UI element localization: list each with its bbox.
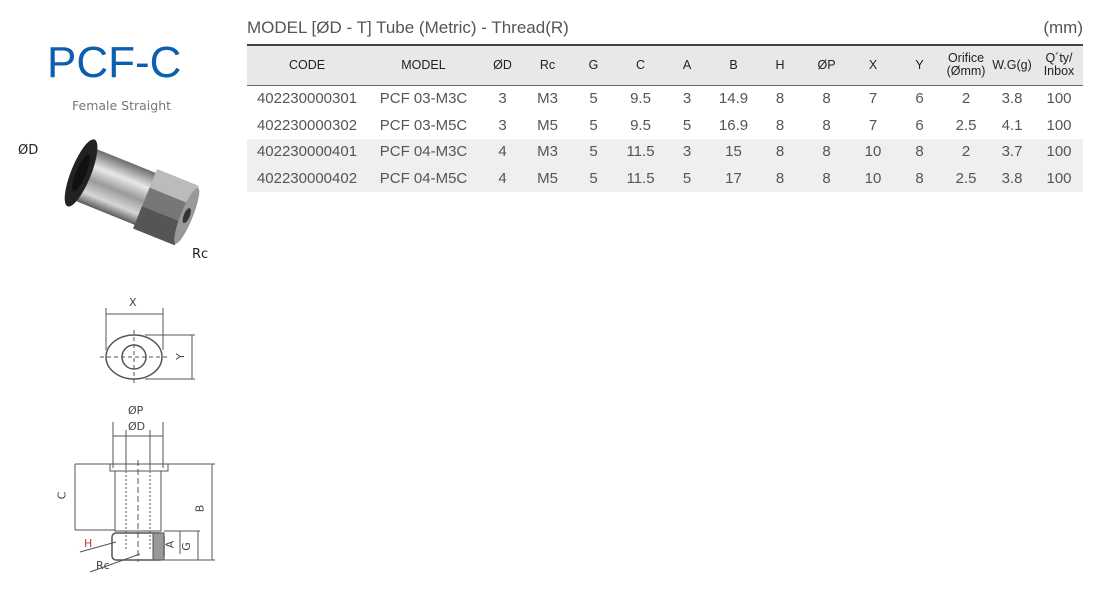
table-cell: 2.5 [955,116,977,134]
table-cell: 10 [864,143,882,161]
table-row: 402230000402 PCF 04-M5C 4 M5 5 11.5 5 17 8 8 10 8 2.… [247,165,1083,192]
table-cell: M5 [537,116,558,134]
table-cell: PCF 03-M5C [379,116,468,134]
table-cell: 5 [682,169,692,187]
rc-label: Rc [192,247,209,262]
dim-od: ØD [128,420,146,433]
table-cell: M5 [537,169,558,187]
table-cell: 6 [915,116,924,134]
table-cell: 11.5 [626,169,655,187]
dim-a: A [163,540,177,549]
table-cell: 15 [725,143,742,161]
column-header: H [775,57,785,72]
table-cell: 4 [498,143,507,161]
column-header: C [635,57,646,72]
dim-h: H [84,537,93,550]
table-cell: 6 [915,90,924,108]
dim-y: Y [173,353,187,360]
column-header: Y [915,57,924,72]
table-row: 402230000302 PCF 03-M5C 3 M5 5 9.5 5 16.9 8 8 7 6 2.… [247,112,1083,139]
table-cell: 8 [775,116,785,134]
table-cell: 7 [868,90,878,108]
table-cell: 10 [864,169,882,187]
table-cell: 8 [775,143,785,161]
dim-op: ØP [128,404,144,417]
table-cell: 5 [682,116,692,134]
table-cell: 100 [1046,90,1072,108]
column-header: ØD [493,57,512,72]
table-cell: 17 [725,169,742,187]
table-cell: 8 [775,169,785,187]
table-cell: 14.9 [718,90,749,108]
table-cell: 5 [589,169,598,187]
table-cell: 4 [498,169,507,187]
table-cell: 16.9 [718,116,749,134]
table-cell: 5 [589,143,598,161]
table-cell: 7 [868,116,878,134]
table-cell: 100 [1046,143,1072,161]
table-cell: 8 [915,169,924,187]
table-cell: M3 [537,90,558,108]
column-header: W.G(g) [992,57,1032,72]
table-cell: 2.5 [955,169,977,187]
table-cell: 8 [822,169,831,187]
table-cell: 4.1 [1001,116,1023,134]
table-cell: 402230000401 [256,143,358,161]
dim-c: C [55,491,69,500]
column-header: G [588,57,599,72]
table-cell: 8 [822,116,831,134]
table-cell: 3.7 [1001,143,1023,161]
table-cell: 8 [775,90,785,108]
product-subtitle: Female Straight [72,98,172,113]
column-header: Rc [539,57,556,72]
dim-x: X [129,296,137,309]
table-cell: 3.8 [1001,169,1023,187]
table-cell: 100 [1046,116,1072,134]
table-cell: 2 [961,143,971,161]
table-cell: 5 [589,90,598,108]
table-cell: 8 [822,143,831,161]
table-cell: M3 [537,143,558,161]
od-label: ØD [18,143,39,158]
column-header: MODEL [401,57,446,72]
table-heading: MODEL [ØD - T] Tube (Metric) - Thread(R) [247,18,569,37]
table-cell: 9.5 [630,116,651,134]
table-cell: 8 [915,143,924,161]
table-cell: 8 [822,90,831,108]
table-cell: 3 [498,116,507,134]
column-header: CODE [288,57,326,72]
table-header-row: CODE MODEL ØD Rc G C A B H ØP X Y Orifice (Ømm) W.G(g… [247,45,1083,85]
table-cell: 3 [682,90,692,108]
table-cell: 11.5 [626,143,655,161]
column-header: X [868,57,878,72]
dim-b: B [193,504,207,513]
unit-label: (mm) [1043,18,1083,37]
column-header: Q´ty/ Inbox [1043,51,1075,79]
column-header: B [729,57,738,72]
spec-table: CODE MODEL ØD Rc G C A B H ØP X Y Orifice (Ømm) W.G(g… [247,44,1083,192]
column-header: A [682,57,692,72]
table-cell: 402230000402 [256,169,358,187]
table-row: 402230000301 PCF 03-M3C 3 M3 5 9.5 3 14.9 8 8 7 6 2 3… [247,85,1083,112]
table-cell: PCF 04-M5C [379,169,468,187]
table-cell: 5 [589,116,598,134]
table-cell: 9.5 [630,90,651,108]
technical-drawing [74,308,215,573]
product-photo [64,139,200,246]
table-cell: 100 [1046,169,1072,187]
column-header: Orifice (Ømm) [946,51,986,79]
column-header: ØP [817,57,836,72]
table-cell: 3 [498,90,507,108]
table-cell: PCF 04-M3C [379,143,468,161]
table-cell: 3 [682,143,692,161]
table-row: 402230000401 PCF 04-M3C 4 M3 5 11.5 3 15 8 8 10 8 2 3… [247,138,1083,165]
table-cell: 402230000302 [256,116,358,134]
product-title: PCF-C [47,38,182,87]
table-cell: 2 [961,90,971,108]
dim-rc: Rc [96,559,110,572]
table-cell: 3.8 [1001,90,1023,108]
table-cell: 402230000301 [256,90,358,108]
dim-g: G [179,542,193,551]
table-cell: PCF 03-M3C [379,90,468,108]
